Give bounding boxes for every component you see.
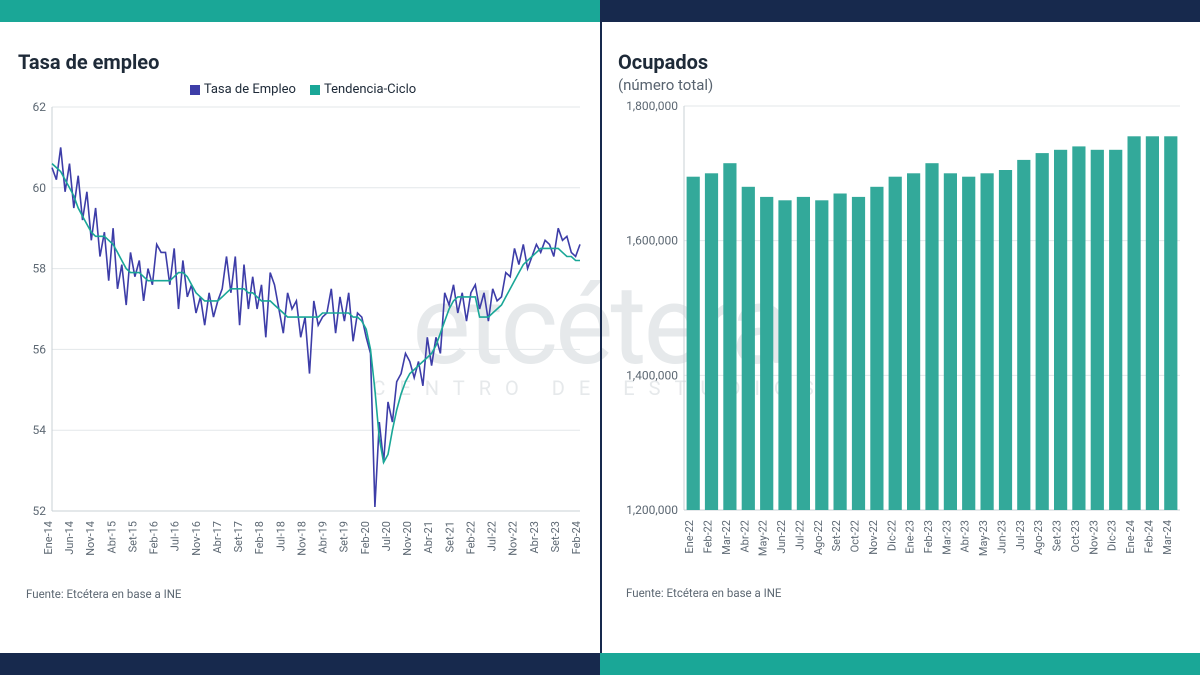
svg-text:Abr-22: Abr-22 (738, 520, 751, 552)
svg-text:1,600,000: 1,600,000 (626, 234, 678, 248)
svg-text:Nov-22: Nov-22 (867, 520, 880, 555)
svg-text:Ago-23: Ago-23 (1032, 520, 1045, 555)
svg-text:Set-19: Set-19 (338, 521, 351, 552)
svg-text:Nov-23: Nov-23 (1087, 520, 1100, 555)
svg-text:Jul-20: Jul-20 (380, 521, 393, 551)
svg-text:Set-15: Set-15 (126, 521, 139, 552)
svg-text:Abr-19: Abr-19 (317, 521, 330, 553)
svg-text:56: 56 (33, 342, 47, 356)
svg-text:Set-23: Set-23 (549, 521, 562, 552)
svg-text:1,200,000: 1,200,000 (626, 503, 678, 517)
svg-text:Jun-14: Jun-14 (63, 521, 76, 555)
svg-text:Mar-22: Mar-22 (720, 520, 733, 555)
svg-text:May-23: May-23 (977, 520, 990, 556)
svg-text:Oct-22: Oct-22 (849, 520, 862, 552)
svg-text:Set-23: Set-23 (1051, 520, 1064, 551)
left-chart-panel: Tasa de empleo Tasa de Empleo Tendencia-… (0, 22, 600, 653)
svg-text:Nov-14: Nov-14 (84, 521, 97, 556)
svg-text:Nov-18: Nov-18 (295, 521, 308, 556)
svg-text:Jul-16: Jul-16 (169, 521, 182, 551)
left-source: Fuente: Etcétera en base a INE (18, 587, 588, 601)
svg-text:58: 58 (33, 262, 47, 276)
right-chart-title: Ocupados (618, 50, 1188, 74)
svg-text:Dic-22: Dic-22 (885, 520, 898, 551)
svg-text:Set-21: Set-21 (443, 521, 456, 552)
svg-text:Feb-24: Feb-24 (1142, 520, 1155, 553)
svg-text:Feb-16: Feb-16 (148, 521, 161, 554)
svg-text:62: 62 (33, 101, 47, 114)
svg-text:Nov-16: Nov-16 (190, 521, 203, 556)
svg-text:Nov-22: Nov-22 (507, 521, 520, 556)
svg-text:Feb-24: Feb-24 (570, 521, 583, 554)
left-chart-title: Tasa de empleo (18, 50, 588, 74)
svg-text:May-22: May-22 (757, 520, 770, 556)
right-chart-subtitle: (número total) (618, 76, 1188, 94)
left-chart-legend: Tasa de Empleo Tendencia-Ciclo (18, 82, 588, 97)
svg-text:Ago-22: Ago-22 (812, 520, 825, 555)
svg-text:Feb-20: Feb-20 (359, 521, 372, 554)
svg-text:Set-17: Set-17 (232, 521, 245, 552)
svg-text:Ene-24: Ene-24 (1124, 520, 1137, 554)
top-bar (0, 0, 1200, 22)
svg-text:Nov-20: Nov-20 (401, 521, 414, 556)
svg-text:Abr-17: Abr-17 (211, 521, 224, 553)
svg-text:Set-22: Set-22 (830, 520, 843, 551)
svg-text:Feb-22: Feb-22 (464, 521, 477, 554)
svg-text:Abr-21: Abr-21 (422, 521, 435, 553)
svg-text:Jul-22: Jul-22 (486, 521, 499, 551)
svg-text:Jul-22: Jul-22 (793, 520, 806, 550)
right-source: Fuente: Etcétera en base a INE (618, 586, 1188, 600)
bar-chart: 1,200,000 1,400,000 1,600,000 1,800,000 Ene-… (618, 100, 1188, 580)
svg-text:Feb-23: Feb-23 (922, 520, 935, 553)
svg-text:Dic-23: Dic-23 (1106, 520, 1119, 551)
line-chart: 52 54 56 58 60 62 Ene-14 Jun-14 Nov-14 Abr-15 Set-… (18, 101, 588, 581)
svg-text:Feb-22: Feb-22 (702, 520, 715, 553)
svg-text:Ene-22: Ene-22 (683, 520, 696, 554)
svg-text:Mar-23: Mar-23 (940, 520, 953, 555)
svg-text:Abr-23: Abr-23 (959, 520, 972, 552)
svg-text:Jul-18: Jul-18 (274, 521, 287, 551)
svg-text:Ene-14: Ene-14 (42, 521, 55, 555)
svg-text:54: 54 (33, 423, 47, 437)
svg-text:Feb-18: Feb-18 (253, 521, 266, 554)
svg-text:52: 52 (33, 504, 47, 518)
svg-text:Jun-23: Jun-23 (995, 520, 1008, 554)
svg-text:Jul-23: Jul-23 (1014, 520, 1027, 550)
svg-text:Mar-24: Mar-24 (1161, 520, 1174, 555)
panel-divider (600, 22, 602, 653)
svg-text:Abr-15: Abr-15 (105, 521, 118, 553)
right-chart-panel: Ocupados (número total) 1,200,000 1,400,0… (600, 22, 1200, 653)
bottom-bar (0, 653, 1200, 675)
svg-text:Abr-23: Abr-23 (528, 521, 541, 553)
svg-text:Oct-23: Oct-23 (1069, 520, 1082, 552)
svg-text:Ene-23: Ene-23 (904, 520, 917, 554)
svg-text:60: 60 (33, 181, 47, 195)
svg-text:Jun-22: Jun-22 (775, 520, 788, 554)
svg-text:1,400,000: 1,400,000 (626, 368, 678, 382)
svg-text:1,800,000: 1,800,000 (626, 100, 678, 113)
